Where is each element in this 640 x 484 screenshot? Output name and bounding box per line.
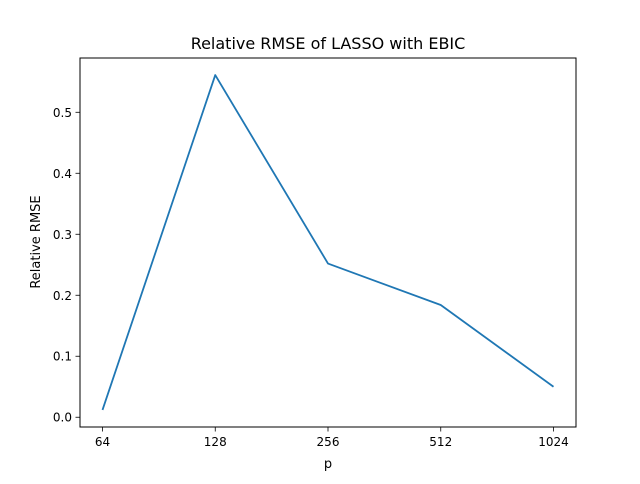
y-tick-label: 0.5 — [53, 106, 72, 120]
y-axis-label: Relative RMSE — [29, 195, 44, 288]
series-line — [101, 74, 555, 411]
y-tick-label: 0.2 — [53, 289, 72, 303]
y-tick-label: 0.0 — [53, 411, 72, 425]
x-tick-label: 1024 — [538, 435, 569, 449]
chart-title: Relative RMSE of LASSO with EBIC — [191, 34, 466, 53]
y-tick-label: 0.3 — [53, 228, 72, 242]
y-tick-label: 0.1 — [53, 350, 72, 364]
plot-frame — [79, 57, 577, 428]
x-tick-label: 64 — [95, 435, 110, 449]
x-tick-label: 128 — [204, 435, 227, 449]
x-axis-label: p — [324, 457, 332, 472]
y-tick-label: 0.4 — [53, 167, 72, 181]
x-tick-label: 256 — [317, 435, 340, 449]
plot-area: 64 128 256 512 1024 0.0 0.1 0.2 0.3 0.4 0.5 — [53, 57, 577, 449]
x-tick-label: 512 — [429, 435, 452, 449]
